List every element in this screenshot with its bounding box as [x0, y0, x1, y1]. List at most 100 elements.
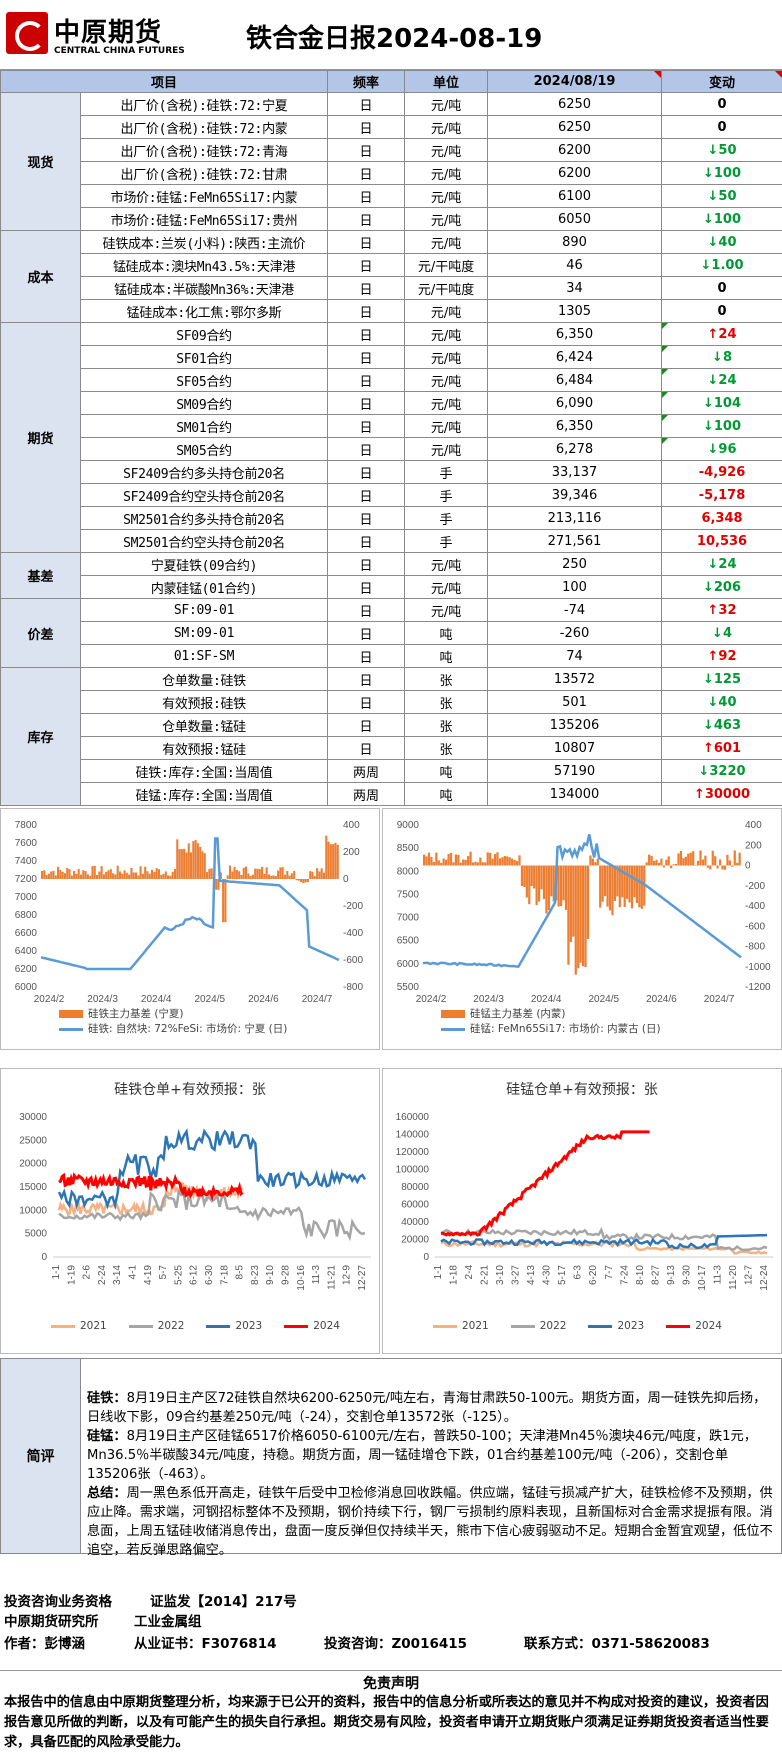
basis-bar [665, 859, 668, 866]
left-tick-label: 160000 [396, 1112, 430, 1123]
legend-label: 硅锰主力基差 (内蒙) [470, 1008, 566, 1020]
unit: 吨 [404, 782, 489, 806]
x-tick-label: 1-1 [51, 1265, 62, 1280]
change: ↑601 [661, 736, 782, 760]
value: 6250 [487, 115, 663, 139]
data-table: 项目 频率 单位 2024/08/19 变动 现货 出厂价(含税):硅铁:72:宁… [0, 70, 782, 806]
x-tick-label: 12-27 [357, 1265, 368, 1291]
table-row: 出厂价(含税):硅铁:72:内蒙日元/吨 6250 0 [1, 115, 782, 139]
change: ↓96 [661, 437, 782, 461]
right-tick-label: -1000 [745, 962, 771, 973]
logo-cn: 中原期货 [54, 18, 163, 48]
basis-bar [45, 875, 48, 879]
value: 213,116 [487, 506, 663, 530]
basis-bar [525, 865, 528, 898]
table-row: SF2409合约多头持仓前20名日手 33,137 -4,926 [1, 460, 782, 484]
basis-bar [469, 851, 472, 866]
basis-bar [300, 879, 303, 882]
left-tick-label: 120000 [396, 1147, 430, 1158]
basis-bar [599, 865, 602, 908]
left-tick-label: 30000 [19, 1112, 47, 1123]
basis-bar [148, 873, 151, 879]
basis-bar [68, 869, 71, 879]
arrow-down-icon: ↓ [700, 257, 712, 273]
basis-bar [584, 865, 587, 968]
left-tick-label: 60000 [401, 1200, 429, 1211]
change: -4,926 [661, 460, 782, 484]
item-name: SM2501合约多头持仓前20名 [79, 506, 329, 530]
basis-bar [160, 874, 163, 879]
arrow-down-icon: ↓ [702, 165, 714, 181]
table-row: 市场价:硅锰:FeMn65Si17:内蒙日元/吨 6100 ↓50 [1, 184, 782, 208]
change: 10,536 [661, 529, 782, 553]
x-tick-label: 2024/3 [87, 994, 118, 1005]
legend-label: 2024 [313, 1320, 340, 1332]
legend-item: 硅铁: 自然块: 72%FeSi: 市场价: 宁夏 (日) [59, 1022, 287, 1037]
left-tick-label: 20000 [19, 1159, 47, 1170]
unit: 元/吨 [404, 414, 489, 438]
left-tick-label: 10000 [19, 1205, 47, 1216]
basis-bar [84, 871, 87, 879]
arrow-down-icon: ↓ [707, 441, 719, 457]
basis-bar [79, 874, 83, 879]
x-tick-label: 9-13 [666, 1265, 677, 1285]
unit: 元/吨 [404, 345, 489, 369]
basis-bar [203, 853, 206, 879]
x-tick-label: 1-18 [449, 1265, 460, 1285]
x-tick-label: 12-9 [342, 1265, 353, 1285]
unit: 吨 [404, 759, 489, 783]
basis-bar [513, 859, 516, 866]
basis-bar [547, 865, 550, 911]
unit: 张 [404, 736, 489, 760]
license-number: 从业证书：F3076814 [134, 1636, 277, 1652]
basis-bar [704, 855, 707, 866]
right-tick-label: -200 [745, 881, 765, 892]
basis-bar [91, 866, 94, 879]
x-tick-label: 2024/5 [195, 994, 226, 1005]
right-tick-label: 0 [745, 861, 751, 872]
arrow-down-icon: ↓ [712, 625, 723, 641]
basis-bar [601, 865, 604, 902]
value: 10807 [487, 736, 663, 760]
basis-bar [660, 858, 663, 866]
basis-bar [640, 865, 643, 909]
table-row: 基差 宁夏硅铁(09合约) 日元/吨 250 ↓24 [0, 552, 782, 599]
legend-item: 硅铁主力基差 (宁夏) [59, 1007, 287, 1022]
value: 250 [487, 552, 663, 576]
table-row: SF2409合约空头持仓前20名日手 39,346 -5,178 [1, 483, 782, 507]
x-tick-label: 2024/6 [646, 994, 677, 1005]
item-name: 内蒙硅锰(01合约) [79, 575, 329, 599]
value: 6100 [487, 184, 663, 208]
value: 6,278 [487, 437, 663, 461]
item-name: 硅铁成本:兰炭(小料):陕西:主流价 [79, 230, 329, 254]
basis-bar [114, 874, 117, 879]
basis-bar [206, 872, 209, 879]
frequency: 日 [327, 276, 406, 300]
x-tick-label: 2024/2 [416, 994, 447, 1005]
unit: 元/吨 [404, 368, 489, 392]
legend-swatch [433, 1324, 457, 1328]
x-tick-label: 9-30 [681, 1265, 692, 1285]
x-tick-label: 12-7 [743, 1265, 754, 1285]
x-tick-label: 7-18 [219, 1265, 230, 1285]
item-name: 锰硅成本:化工焦:鄂尔多斯 [79, 299, 329, 323]
basis-bar [476, 862, 480, 866]
col-item: 项目 [0, 70, 329, 93]
legend-swatch [59, 1010, 83, 1018]
basis-bar [256, 868, 259, 879]
item-name: SF2409合约多头持仓前20名 [79, 460, 329, 484]
basis-bar [447, 853, 450, 866]
left-tick-label: 7400 [15, 856, 38, 867]
basis-bar [484, 862, 487, 866]
basis-bar [718, 859, 722, 866]
table-row: SM09合约日元/吨 6,090 ↓104 [1, 391, 782, 415]
basis-bar [109, 869, 112, 879]
change: ↓24 [661, 552, 782, 576]
basis-bar [430, 856, 433, 866]
x-tick-label: 4-1 [128, 1265, 139, 1280]
basis-bar [185, 852, 188, 879]
item-name: 硅锰:库存:全国:当周值 [79, 782, 329, 806]
left-tick-label: 7600 [15, 838, 38, 849]
legend-item: 硅锰: FeMn65Si17: 市场价: 内蒙古 (日) [441, 1022, 661, 1037]
basis-bar [128, 874, 131, 879]
